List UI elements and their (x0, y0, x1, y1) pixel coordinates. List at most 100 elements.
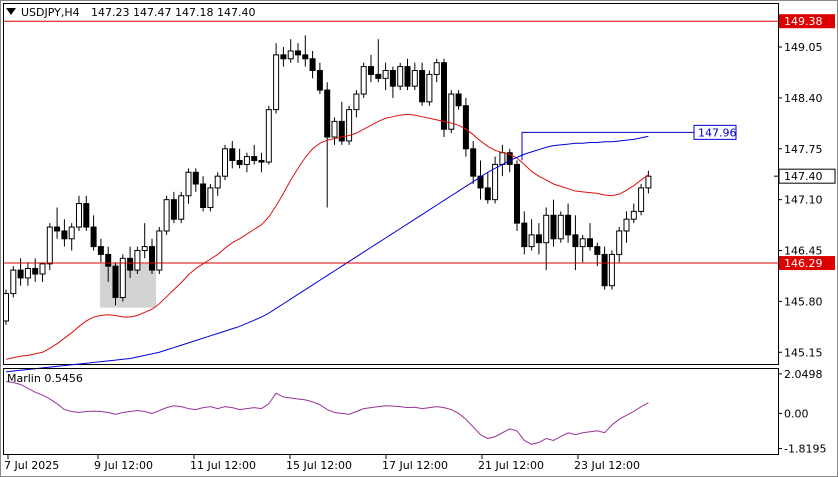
candle (273, 43, 280, 114)
candle (557, 211, 564, 243)
indicator-tick-label: 0.00 (784, 407, 809, 420)
price-tick-label: 149.05 (784, 41, 823, 54)
candle (645, 170, 652, 194)
candle (178, 191, 185, 224)
time-tick-label: 17 Jul 12:00 (382, 459, 448, 472)
indicator-plot-area[interactable]: Marlin 0.5456 (3, 368, 779, 455)
candle (455, 90, 462, 110)
candle (97, 238, 104, 263)
candle (309, 50, 316, 79)
candle (397, 62, 404, 91)
candle (433, 58, 440, 83)
candle (572, 215, 579, 271)
price-tick-label: 145.80 (784, 295, 823, 308)
candle (17, 258, 24, 286)
candle (565, 203, 572, 243)
candle (448, 90, 455, 134)
ma-red-line (5, 113, 649, 360)
candle (470, 140, 477, 184)
candle (258, 152, 265, 173)
candle (594, 242, 601, 267)
time-tick-label: 9 Jul 12:00 (94, 459, 153, 472)
candle (389, 66, 396, 98)
candle (426, 70, 433, 106)
trendline[interactable] (521, 131, 694, 161)
price-plot-area[interactable]: 147.96 (3, 3, 779, 373)
candle (149, 238, 155, 274)
candle (638, 184, 645, 216)
candle (608, 250, 615, 290)
candle (222, 144, 228, 181)
candle (3, 289, 9, 325)
price-tick-label: 145.15 (784, 346, 823, 359)
price-tick-label: 147.75 (784, 143, 823, 156)
candle (302, 35, 309, 67)
candle (630, 203, 637, 224)
candle (419, 62, 426, 106)
price-plot-border (3, 3, 779, 365)
candle (170, 191, 177, 224)
candle (192, 168, 199, 192)
candle (338, 101, 345, 145)
candle (214, 172, 221, 196)
candle (587, 223, 593, 251)
candle (134, 246, 141, 274)
time-tick-label: 21 Jul 12:00 (478, 459, 544, 472)
highlight-zone (100, 263, 156, 308)
candle (477, 160, 484, 200)
symbol-label: USDJPY,H4 (21, 6, 80, 19)
candle (441, 58, 447, 138)
candle (24, 262, 31, 286)
candle (484, 172, 491, 204)
candle (90, 215, 97, 251)
price-tick-label: 147.10 (784, 194, 823, 207)
candle (346, 105, 353, 145)
current-price-label: 147.40 (784, 170, 823, 183)
indicator-axis: 2.0498 0.00 -1.8195 (778, 368, 826, 456)
candle (32, 258, 39, 282)
candle (623, 211, 630, 243)
candle (83, 195, 90, 231)
indicator-title: Marlin 0.5456 (7, 372, 83, 385)
ohlc-values: 147.23 147.47 147.18 147.40 (91, 6, 255, 19)
price-axis: 149.05 148.40 147.75 147.10 146.45 145.80 145.… (774, 14, 836, 359)
candle (46, 223, 53, 271)
candle (287, 39, 294, 63)
price-tag-label: 149.38 (784, 15, 823, 28)
price-tag-label: 146.29 (784, 257, 823, 270)
ma-blue-line (5, 135, 649, 373)
candle (229, 140, 236, 169)
candle (68, 223, 75, 251)
candle (127, 246, 134, 278)
candle (324, 82, 331, 208)
candle (543, 207, 550, 271)
candle (616, 227, 623, 263)
candle (105, 246, 112, 282)
price-tag (779, 14, 835, 29)
trendline-label-text: 147.96 (698, 126, 737, 139)
candle (119, 254, 126, 302)
candle (535, 223, 542, 255)
indicator-plot-border (3, 368, 779, 455)
chart-header: USDJPY,H4 147.23 147.47 147.18 147.40 (6, 6, 255, 19)
candle (141, 223, 148, 259)
candle (579, 234, 586, 263)
candle (265, 105, 272, 165)
triangle-down-icon[interactable] (6, 8, 16, 15)
price-tick-label: 146.45 (784, 245, 823, 258)
time-tick-label: 11 Jul 12:00 (190, 459, 256, 472)
candle (375, 39, 382, 83)
candle (601, 246, 608, 290)
trendline-label: 147.96 (693, 124, 737, 140)
candle (163, 195, 170, 235)
candle (360, 62, 367, 98)
candle (528, 219, 535, 251)
candle (550, 199, 557, 247)
candle (514, 160, 520, 231)
price-tag (779, 256, 835, 271)
candle (156, 227, 163, 274)
candle (353, 90, 360, 118)
candle (243, 152, 250, 173)
